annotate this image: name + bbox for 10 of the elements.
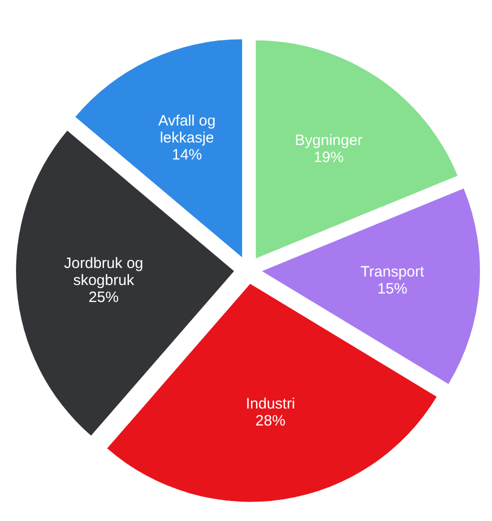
data-label: 28% xyxy=(255,412,286,430)
data-label: 14% xyxy=(172,146,202,164)
slice-label: Transport xyxy=(360,264,426,281)
slice-label: Jordbruk og skogbruk xyxy=(64,255,144,290)
slice-label: Industri xyxy=(246,396,296,413)
data-label: 25% xyxy=(88,289,119,306)
slice-label: Bygninger xyxy=(294,132,362,150)
slice-label: Avfall og lekkasje xyxy=(158,112,216,147)
data-label: 19% xyxy=(314,149,344,166)
data-label: 15% xyxy=(377,280,408,298)
